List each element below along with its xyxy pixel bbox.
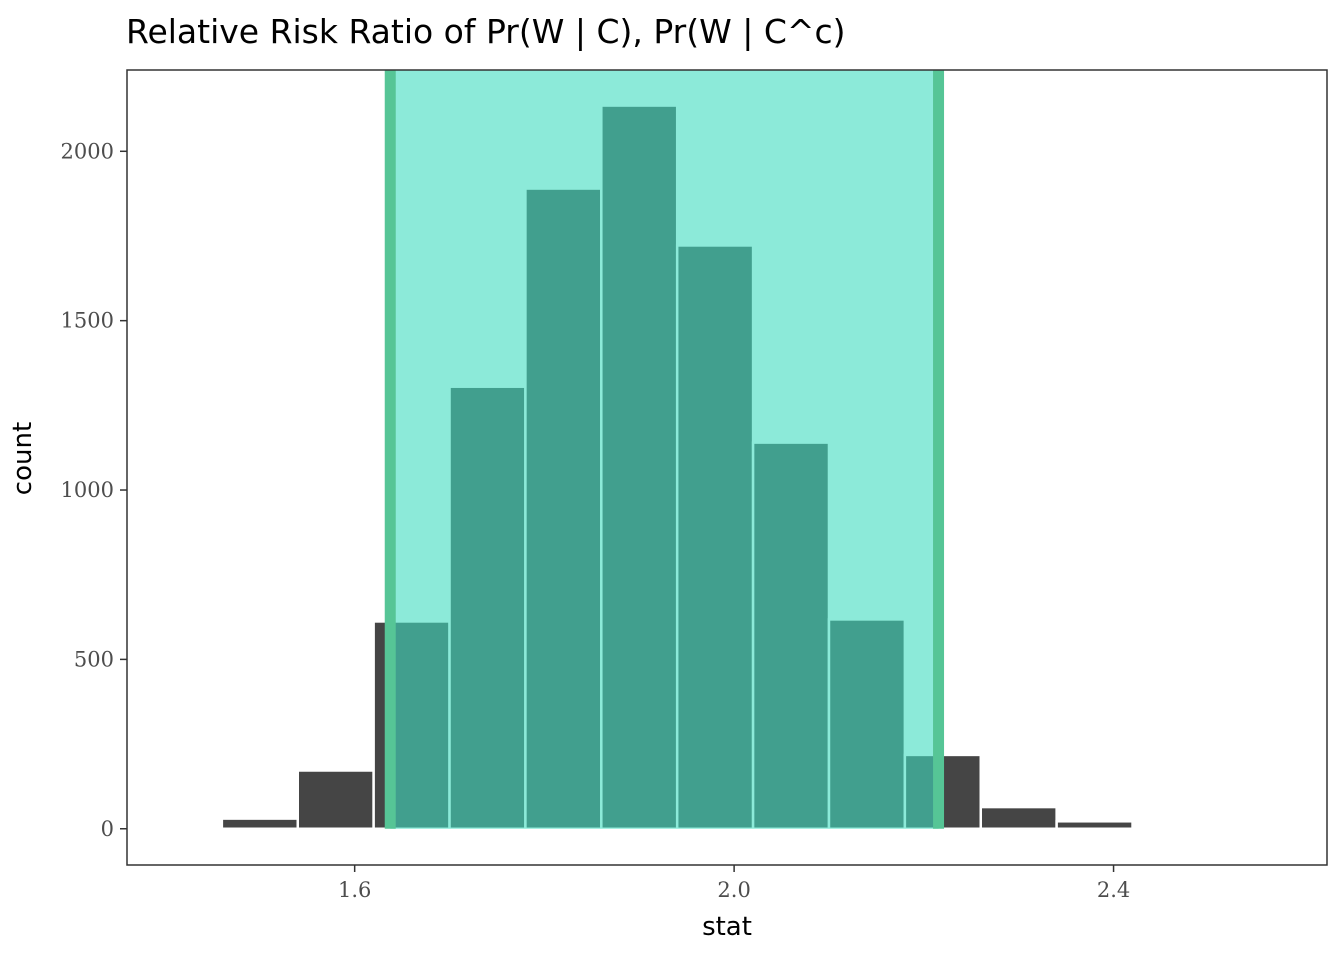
x-tick-label: 1.6 bbox=[338, 878, 371, 902]
plot-panel-border bbox=[126, 69, 1328, 866]
histogram-bar-2 bbox=[296, 769, 375, 831]
y-tick-label: 1500 bbox=[61, 309, 114, 333]
y-tick-label: 0 bbox=[101, 817, 114, 841]
y-axis-title: count bbox=[8, 422, 38, 495]
histogram-bar-11 bbox=[979, 805, 1058, 831]
y-tick-label: 1000 bbox=[61, 478, 114, 502]
x-axis: 1.6 2.0 2.4 bbox=[338, 865, 1130, 902]
y-tick-label: 2000 bbox=[61, 139, 114, 163]
histogram-bar-1 bbox=[220, 817, 300, 831]
histogram-bar-12 bbox=[1055, 820, 1134, 831]
y-axis: 0 500 1000 1500 2000 bbox=[61, 139, 127, 841]
y-tick-label: 500 bbox=[74, 647, 114, 671]
confidence-interval-layer bbox=[384, 70, 945, 829]
x-axis-title: stat bbox=[702, 912, 752, 942]
x-tick-label: 2.4 bbox=[1097, 878, 1130, 902]
confidence-interval-band bbox=[390, 70, 939, 829]
chart-title: Relative Risk Ratio of Pr(W | C), Pr(W |… bbox=[126, 12, 846, 51]
x-tick-label: 2.0 bbox=[717, 878, 750, 902]
